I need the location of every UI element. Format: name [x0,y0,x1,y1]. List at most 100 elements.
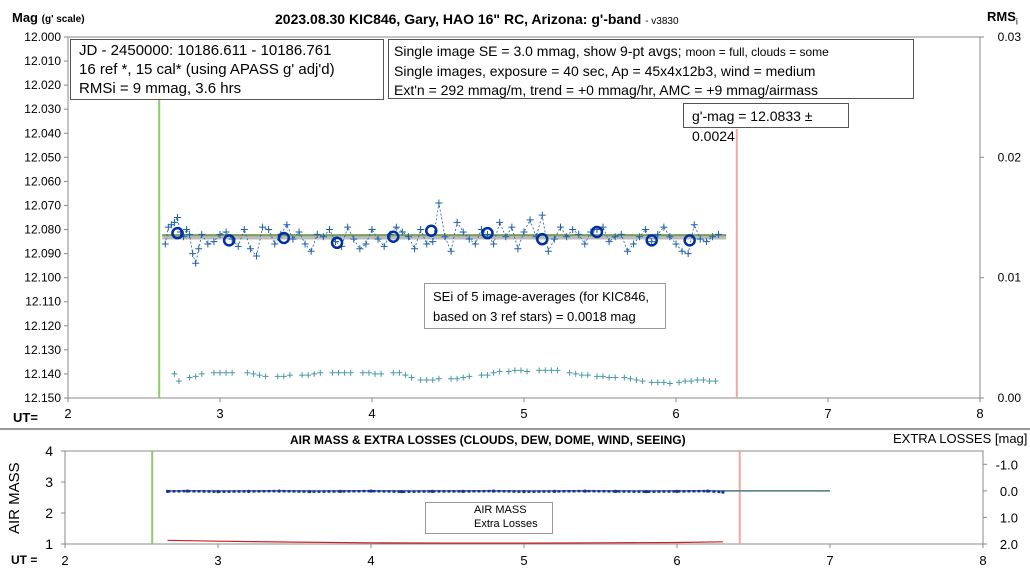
rms-point [311,370,318,377]
average-point [645,234,658,247]
extra-losses-point [216,490,220,494]
single-image-point [556,223,564,231]
rms-point [584,372,591,379]
rms-point [484,372,491,379]
single-image-point [660,223,668,231]
rms-point [666,380,673,387]
single-image-point [617,230,625,238]
bottom-x-tick-label: 2 [61,553,68,568]
rms-point [648,379,655,386]
rms-point [435,375,442,382]
extra-losses-point [614,489,618,493]
single-image-point [508,223,516,231]
rms-point [229,369,236,376]
rms-point [460,374,467,381]
y-tick-label: 12.100 [24,271,61,285]
single-image-point [189,250,197,258]
rms-point [256,372,263,379]
single-image-point [161,240,169,248]
single-image-point [575,230,583,238]
rms-point [217,369,223,376]
single-image-point [259,223,267,231]
rms-point [578,372,585,379]
rms-point [682,378,689,385]
y-tick-label: 12.000 [24,30,61,44]
rms-point [378,370,385,377]
rms-point [171,370,178,377]
info-line-moon: moon = full, clouds = some [685,45,829,59]
single-image-point [441,233,449,241]
y-tick-label: 12.050 [24,150,61,164]
rms-point [223,369,230,376]
bottom-y2-tick-label: -1.0 [996,457,1018,472]
average-point [222,234,236,247]
extra-losses-point [644,490,649,494]
info-line-extinction: Ext'n = 292 mmag/m, trend = +0 mmag/hr, … [394,82,819,98]
y-tick-label: 12.140 [24,367,61,381]
single-image-point [404,233,412,241]
legend-airmass: AIR MASS [474,504,527,516]
rms-point [593,373,600,380]
extra-losses-point [185,489,189,493]
extra-losses-point [400,490,404,494]
y-axis-unit: (g' scale) [41,14,85,25]
info-line-se: Single image SE = 3.0 mmag, show 9-pt av… [394,43,829,59]
y-tick-label: 12.150 [24,391,61,405]
single-image-point [198,230,206,238]
rms-point [198,370,205,377]
single-image-point [605,238,613,246]
y2-tick-label: 0.02 [998,150,1022,164]
single-image-point [629,240,637,248]
rms-point [548,367,555,374]
single-image-point [502,233,510,241]
single-image-point [301,240,309,248]
single-image-point [684,250,692,258]
single-image-point [550,235,558,243]
single-image-point [344,223,352,231]
bottom-chart-title: AIR MASS & EXTRA LOSSES (CLOUDS, DEW, DO… [290,433,686,447]
single-image-point [459,228,467,236]
rms-point [621,374,628,381]
extra-losses-point [553,489,557,493]
rms-point [402,372,409,379]
x-tick-label: 7 [824,406,831,421]
info-rms: RMSi = 9 mmag, 3.6 hrs [79,80,242,97]
rms-point [262,373,269,380]
single-image-point [678,247,686,255]
rms-point [408,374,415,381]
single-image-point [195,245,203,253]
rms-point [566,369,573,376]
single-image-point [447,247,455,255]
single-image-point [295,228,303,236]
rms-point [448,375,455,382]
single-image-point [319,233,327,241]
x-tick-label: 8 [976,406,983,421]
single-image-point [325,226,333,234]
rms-point [511,367,518,374]
rms-point [329,369,336,376]
y2-tick-label: 0.01 [998,271,1022,285]
single-image-point [240,226,248,234]
bottom-y-axis-label: AIR MASS [6,462,23,534]
single-image-point [471,240,479,248]
single-image-point [544,247,552,255]
bottom-y2-tick-label: 1.0 [1000,510,1018,525]
y-tick-label: 12.080 [24,223,61,237]
bottom-x-tick-label: 5 [520,553,527,568]
single-image-point [435,199,443,207]
x-tick-label: 6 [672,406,679,421]
single-image-point [216,230,224,238]
rms-point [496,368,503,375]
extra-losses-point [706,489,710,493]
single-image-point [234,242,242,250]
extra-losses-line [167,489,723,494]
extra-losses-point [430,489,434,493]
extra-losses-point [277,489,281,493]
y-tick-label: 12.010 [24,54,61,68]
rms-point [466,373,473,380]
rms-point [317,369,324,376]
rms-point [286,372,293,379]
rms-point [676,379,683,386]
average-point [425,224,438,237]
